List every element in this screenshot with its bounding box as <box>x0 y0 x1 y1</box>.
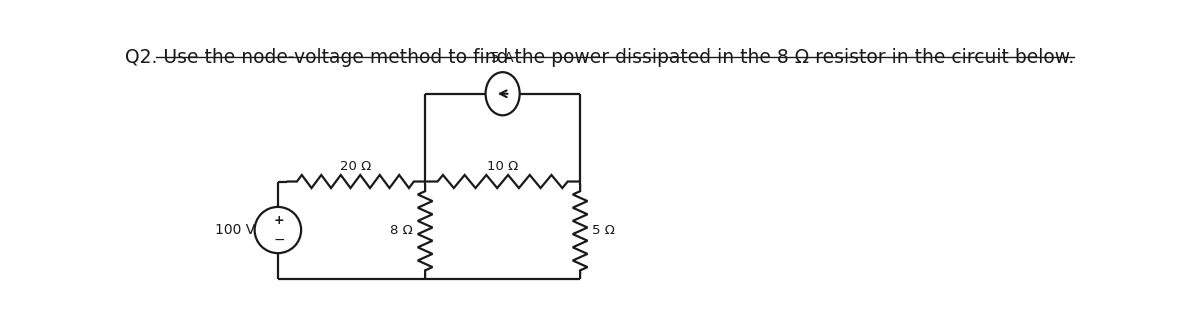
Text: 20 Ω: 20 Ω <box>340 160 371 173</box>
Text: Q2. Use the node-voltage method to find the power dissipated in the 8 Ω resistor: Q2. Use the node-voltage method to find … <box>125 47 1074 66</box>
Text: 10 Ω: 10 Ω <box>487 160 518 173</box>
Text: +: + <box>274 213 284 226</box>
Text: 8 Ω: 8 Ω <box>390 224 413 237</box>
Text: 5 Ω: 5 Ω <box>592 224 614 237</box>
Text: 5 A: 5 A <box>491 51 514 65</box>
Text: −: − <box>274 233 286 247</box>
Text: 100 V: 100 V <box>215 223 256 237</box>
